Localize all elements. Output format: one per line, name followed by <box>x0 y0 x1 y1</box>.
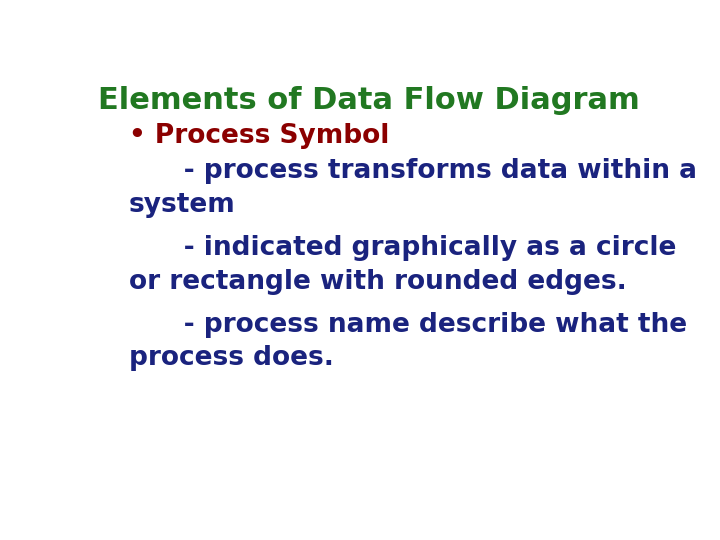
Text: - process name describe what the: - process name describe what the <box>129 312 687 338</box>
Text: - indicated graphically as a circle: - indicated graphically as a circle <box>129 235 676 261</box>
Text: process does.: process does. <box>129 346 334 372</box>
Text: - process transforms data within a: - process transforms data within a <box>129 158 697 184</box>
Text: Elements of Data Flow Diagram: Elements of Data Flow Diagram <box>98 85 640 114</box>
Text: • Process Symbol: • Process Symbol <box>129 123 390 149</box>
Text: system: system <box>129 192 236 218</box>
Text: or rectangle with rounded edges.: or rectangle with rounded edges. <box>129 268 627 294</box>
